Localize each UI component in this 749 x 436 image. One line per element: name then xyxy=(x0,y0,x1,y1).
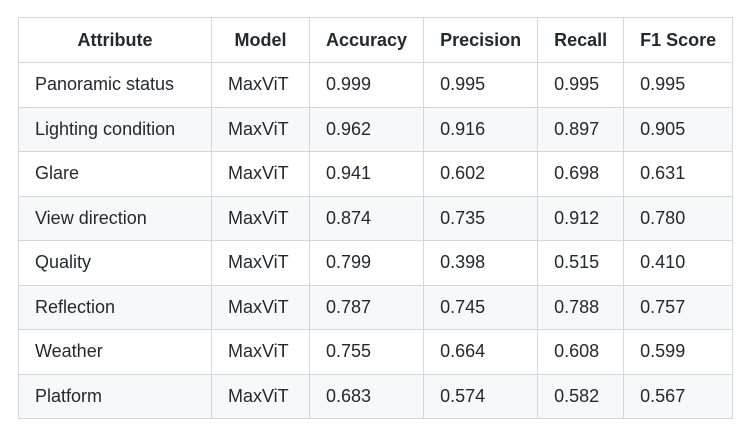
cell-f1-score: 0.631 xyxy=(623,151,734,197)
cell-precision: 0.745 xyxy=(423,284,539,330)
table-row: Lighting condition MaxViT 0.962 0.916 0.… xyxy=(18,106,734,152)
cell-attribute: Panoramic status xyxy=(18,62,212,108)
cell-precision: 0.398 xyxy=(423,240,539,286)
cell-recall: 0.608 xyxy=(537,329,625,375)
header-accuracy: Accuracy xyxy=(308,17,425,63)
cell-attribute: Weather xyxy=(18,329,212,375)
cell-recall: 0.515 xyxy=(537,240,625,286)
header-attribute: Attribute xyxy=(18,17,212,63)
table-row: Reflection MaxViT 0.787 0.745 0.788 0.75… xyxy=(18,284,734,330)
cell-model: MaxViT xyxy=(211,284,310,330)
cell-recall: 0.582 xyxy=(537,373,625,419)
cell-model: MaxViT xyxy=(211,373,310,419)
table-row: Platform MaxViT 0.683 0.574 0.582 0.567 xyxy=(18,373,734,419)
table-row: Weather MaxViT 0.755 0.664 0.608 0.599 xyxy=(18,329,734,375)
cell-accuracy: 0.941 xyxy=(308,151,425,197)
cell-model: MaxViT xyxy=(211,240,310,286)
cell-accuracy: 0.683 xyxy=(308,373,425,419)
cell-attribute: View direction xyxy=(18,195,212,241)
cell-model: MaxViT xyxy=(211,62,310,108)
cell-recall: 0.995 xyxy=(537,62,625,108)
cell-precision: 0.735 xyxy=(423,195,539,241)
results-table-container: Attribute Model Accuracy Precision Recal… xyxy=(18,17,734,419)
cell-model: MaxViT xyxy=(211,106,310,152)
cell-f1-score: 0.410 xyxy=(623,240,734,286)
table-row: Glare MaxViT 0.941 0.602 0.698 0.631 xyxy=(18,151,734,197)
cell-attribute: Quality xyxy=(18,240,212,286)
cell-f1-score: 0.599 xyxy=(623,329,734,375)
cell-f1-score: 0.567 xyxy=(623,373,734,419)
table-header-row: Attribute Model Accuracy Precision Recal… xyxy=(18,17,734,63)
cell-precision: 0.916 xyxy=(423,106,539,152)
cell-f1-score: 0.905 xyxy=(623,106,734,152)
cell-f1-score: 0.995 xyxy=(623,62,734,108)
cell-f1-score: 0.757 xyxy=(623,284,734,330)
cell-model: MaxViT xyxy=(211,329,310,375)
table-row: Panoramic status MaxViT 0.999 0.995 0.99… xyxy=(18,62,734,108)
cell-accuracy: 0.755 xyxy=(308,329,425,375)
cell-accuracy: 0.874 xyxy=(308,195,425,241)
cell-accuracy: 0.962 xyxy=(308,106,425,152)
table-row: Quality MaxViT 0.799 0.398 0.515 0.410 xyxy=(18,240,734,286)
header-f1-score: F1 Score xyxy=(623,17,734,63)
cell-model: MaxViT xyxy=(211,195,310,241)
header-precision: Precision xyxy=(423,17,539,63)
cell-precision: 0.995 xyxy=(423,62,539,108)
cell-attribute: Glare xyxy=(18,151,212,197)
cell-model: MaxViT xyxy=(211,151,310,197)
cell-f1-score: 0.780 xyxy=(623,195,734,241)
cell-attribute: Lighting condition xyxy=(18,106,212,152)
cell-accuracy: 0.787 xyxy=(308,284,425,330)
cell-precision: 0.602 xyxy=(423,151,539,197)
header-model: Model xyxy=(211,17,310,63)
cell-recall: 0.912 xyxy=(537,195,625,241)
cell-precision: 0.664 xyxy=(423,329,539,375)
cell-recall: 0.788 xyxy=(537,284,625,330)
results-table: Attribute Model Accuracy Precision Recal… xyxy=(18,17,734,419)
cell-recall: 0.698 xyxy=(537,151,625,197)
cell-accuracy: 0.999 xyxy=(308,62,425,108)
table-row: View direction MaxViT 0.874 0.735 0.912 … xyxy=(18,195,734,241)
cell-attribute: Platform xyxy=(18,373,212,419)
header-recall: Recall xyxy=(537,17,625,63)
cell-attribute: Reflection xyxy=(18,284,212,330)
cell-precision: 0.574 xyxy=(423,373,539,419)
cell-accuracy: 0.799 xyxy=(308,240,425,286)
cell-recall: 0.897 xyxy=(537,106,625,152)
